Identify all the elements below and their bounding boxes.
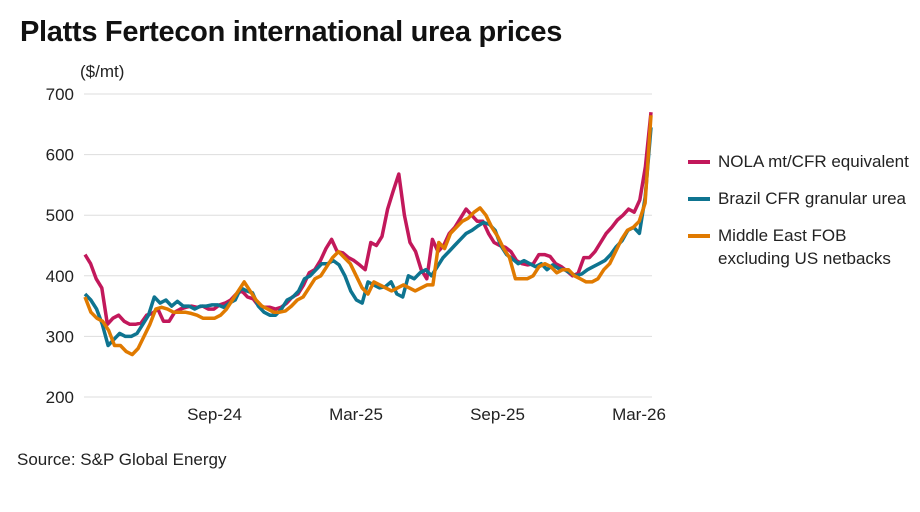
- legend-swatch-middle-east: [688, 234, 710, 238]
- legend-label-nola: NOLA mt/CFR equivalent: [718, 152, 909, 171]
- y-tick-label: 500: [46, 206, 74, 225]
- legend-item-brazil[interactable]: Brazil CFR granular urea: [688, 187, 918, 210]
- x-tick-label: Mar-26: [612, 405, 666, 424]
- series-line-brazil-cfr-granular-urea: [83, 127, 653, 348]
- y-tick-label: 700: [46, 85, 74, 104]
- y-tick-label: 400: [46, 267, 74, 286]
- legend-item-nola[interactable]: NOLA mt/CFR equivalent: [688, 150, 918, 173]
- legend-label-brazil: Brazil CFR granular urea: [718, 189, 907, 208]
- legend: NOLA mt/CFR equivalent Brazil CFR granul…: [688, 150, 918, 284]
- series-lines: [83, 112, 653, 357]
- x-tick-label: Mar-25: [329, 405, 383, 424]
- gridlines: [84, 93, 652, 398]
- source-note: Source: S&P Global Energy: [17, 450, 227, 469]
- y-axis-unit-label: ($/mt): [80, 62, 125, 81]
- chart-title: Platts Fertecon international urea price…: [20, 16, 563, 48]
- x-tick-label: Sep-24: [187, 405, 242, 424]
- x-axis-ticks: Sep-24 Mar-25 Sep-25 Mar-26: [187, 405, 666, 424]
- legend-swatch-nola: [688, 160, 710, 164]
- legend-label-middle-east: Middle East FOB excluding US netbacks: [718, 226, 891, 268]
- y-tick-label: 600: [46, 146, 74, 165]
- y-axis-ticks: 200 300 400 500 600 700: [46, 85, 74, 407]
- y-tick-label: 200: [46, 388, 74, 407]
- legend-item-middle-east[interactable]: Middle East FOB excluding US netbacks: [688, 224, 918, 270]
- x-tick-label: Sep-25: [470, 405, 525, 424]
- series-line-nola-mt-cfr-equivalent: [83, 112, 653, 327]
- y-tick-label: 300: [46, 327, 74, 346]
- legend-swatch-brazil: [688, 197, 710, 201]
- series-line-middle-east-fob-excluding-us-netbacks: [83, 115, 653, 357]
